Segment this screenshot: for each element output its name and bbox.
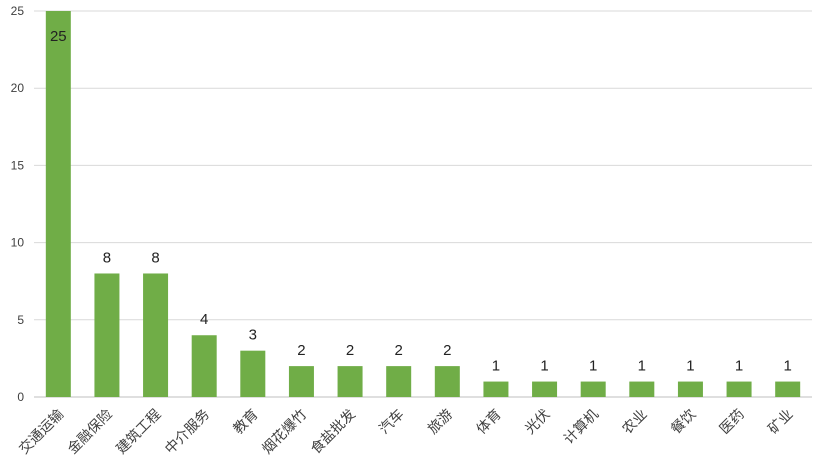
x-tick-label: 金融保险 bbox=[65, 407, 116, 458]
x-tick-label: 体育 bbox=[474, 407, 505, 438]
data-label: 25 bbox=[50, 28, 67, 45]
data-label: 8 bbox=[151, 249, 159, 266]
category-labels: 交通运输金融保险建筑工程中介服务 教育烟花爆竹食盐批发 汽车 旅游 体育 光伏 计算机 农业餐… bbox=[16, 406, 797, 458]
y-tick-label: 15 bbox=[11, 158, 25, 172]
data-label: 1 bbox=[540, 358, 548, 375]
bar bbox=[240, 350, 266, 397]
bar bbox=[288, 366, 314, 397]
y-tick-label: 25 bbox=[11, 4, 25, 18]
bar bbox=[94, 273, 120, 397]
bar bbox=[775, 381, 801, 397]
x-tick-label: 光伏 bbox=[522, 407, 553, 438]
x-tick-label: 矿业 bbox=[765, 407, 796, 438]
x-tick-label: 交通运输 bbox=[16, 406, 68, 458]
bar bbox=[532, 381, 558, 397]
x-tick-label: 建筑工程 bbox=[113, 407, 164, 458]
data-label: 2 bbox=[443, 342, 451, 359]
data-label: 1 bbox=[589, 358, 597, 375]
x-tick-label: 旅游 bbox=[425, 407, 456, 438]
y-tick-label: 20 bbox=[11, 81, 25, 95]
bar bbox=[434, 366, 460, 397]
data-label: 1 bbox=[492, 358, 500, 375]
data-label: 1 bbox=[638, 358, 646, 375]
y-tick-label: 5 bbox=[17, 313, 24, 327]
bar bbox=[45, 11, 71, 397]
data-label: 2 bbox=[346, 342, 354, 359]
x-tick-label: 农业 bbox=[620, 407, 651, 438]
y-tick-label: 10 bbox=[11, 236, 25, 250]
data-label: 2 bbox=[297, 342, 305, 359]
data-label: 1 bbox=[686, 358, 694, 375]
data-label: 1 bbox=[735, 358, 743, 375]
x-tick-label: 食盐批发 bbox=[307, 406, 359, 458]
x-tick-label: 烟花爆竹 bbox=[259, 407, 310, 458]
data-label: 3 bbox=[249, 327, 257, 344]
data-label: 4 bbox=[200, 311, 208, 328]
bars bbox=[45, 11, 801, 397]
x-tick-label: 中介服务 bbox=[162, 407, 213, 458]
x-tick-label: 医药 bbox=[717, 407, 748, 438]
bar bbox=[143, 273, 169, 397]
bar bbox=[483, 381, 509, 397]
x-tick-label: 计算机 bbox=[561, 407, 602, 448]
data-label: 1 bbox=[784, 358, 792, 375]
bar bbox=[191, 335, 217, 397]
bar bbox=[726, 381, 752, 397]
y-tick-label: 0 bbox=[17, 390, 24, 404]
x-tick-label: 汽车 bbox=[376, 406, 408, 438]
bar bbox=[580, 381, 606, 397]
data-label: 2 bbox=[395, 342, 403, 359]
bar bbox=[386, 366, 412, 397]
x-tick-label: 教育 bbox=[231, 407, 262, 438]
bar bbox=[629, 381, 655, 397]
value-labels: 25 8 8 4 3 2 2 2 2 1 1 1 1 1 1 1 bbox=[50, 28, 792, 375]
data-label: 8 bbox=[103, 249, 111, 266]
x-tick-label: 餐饮 bbox=[668, 407, 699, 438]
bar bbox=[337, 366, 363, 397]
bar bbox=[677, 381, 703, 397]
y-axis-ticks: 0 5 10 15 20 25 bbox=[11, 4, 25, 404]
